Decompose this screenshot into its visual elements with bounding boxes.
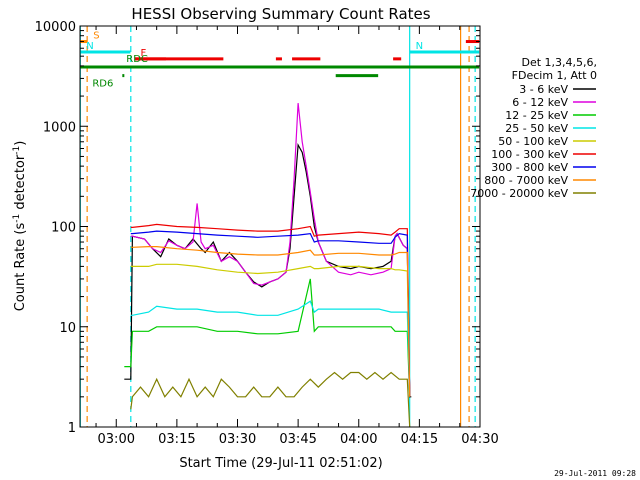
series-line-2	[124, 278, 411, 397]
flag-label-0: S	[93, 31, 99, 42]
legend: Det 1,3,4,5,6, FDecim 1, Att 0 3 - 6 keV…	[470, 56, 597, 200]
legend-entry-label-6: 300 - 800 keV	[491, 161, 568, 174]
y-tick-label-0: 1	[68, 421, 76, 436]
legend-entry-label-3: 25 - 50 keV	[505, 122, 568, 135]
x-tick-label-0: 03:00	[98, 432, 135, 447]
y-axis: 1 10 100 1000 10000	[35, 20, 480, 436]
legend-header-1: Det 1,3,4,5,6,	[521, 56, 597, 69]
legend-header-2: FDecim 1, Att 0	[512, 69, 597, 82]
chart-title: HESSI Observing Summary Count Rates	[131, 5, 430, 23]
y-tick-label-4: 10000	[35, 20, 76, 35]
x-axis: 03:00 03:15 03:30 03:45 04:00 04:15 04:30	[95, 26, 499, 447]
y-axis-label-sup2: -1	[12, 146, 22, 155]
y-tick-label-3: 1000	[43, 120, 76, 135]
series-line-3	[130, 300, 411, 397]
x-tick-label-4: 04:00	[340, 432, 377, 447]
flag-label-2: N	[416, 41, 423, 52]
series-line-5	[130, 223, 411, 397]
series-line-1	[130, 103, 411, 397]
legend-entry-label-8: 7000 - 20000 keV	[470, 187, 568, 200]
legend-entry-label-2: 12 - 25 keV	[505, 109, 568, 122]
flag-label-1: N	[86, 41, 93, 52]
series-line-7	[130, 246, 411, 397]
series-line-8	[130, 371, 411, 428]
series-line-4	[130, 263, 411, 397]
series-line-6	[130, 230, 411, 397]
y-tick-label-1: 10	[59, 321, 76, 336]
flag-label-3: F	[140, 48, 146, 59]
x-tick-label-3: 03:45	[279, 432, 316, 447]
legend-entry-label-7: 800 - 7000 keV	[484, 174, 568, 187]
x-tick-label-1: 03:15	[158, 432, 195, 447]
y-axis-label-part3: )	[13, 141, 28, 146]
y-axis-label-sup1: -1	[12, 214, 22, 223]
y-axis-label-part2: detector	[13, 154, 28, 214]
flag-label-11: RD6	[92, 79, 113, 90]
x-tick-label-5: 04:15	[401, 432, 438, 447]
timestamp: 29-Jul-2011 09:28	[554, 469, 636, 478]
legend-entry-label-1: 6 - 12 keV	[512, 96, 568, 109]
y-axis-label-part1: Count Rate (s	[13, 223, 28, 312]
legend-entry-label-4: 50 - 100 keV	[498, 135, 568, 148]
flag-label-12: RDC	[126, 54, 148, 65]
x-tick-label-6: 04:30	[461, 432, 498, 447]
x-tick-label-2: 03:30	[219, 432, 256, 447]
legend-entry-label-5: 100 - 300 keV	[491, 148, 568, 161]
series-layer	[124, 103, 412, 428]
y-axis-label: Count Rate (s-1 detector-1)	[12, 141, 28, 312]
y-tick-label-2: 100	[51, 221, 76, 236]
legend-entry-label-0: 3 - 6 keV	[519, 83, 568, 96]
x-axis-label: Start Time (29-Jul-11 02:51:02)	[179, 456, 382, 471]
